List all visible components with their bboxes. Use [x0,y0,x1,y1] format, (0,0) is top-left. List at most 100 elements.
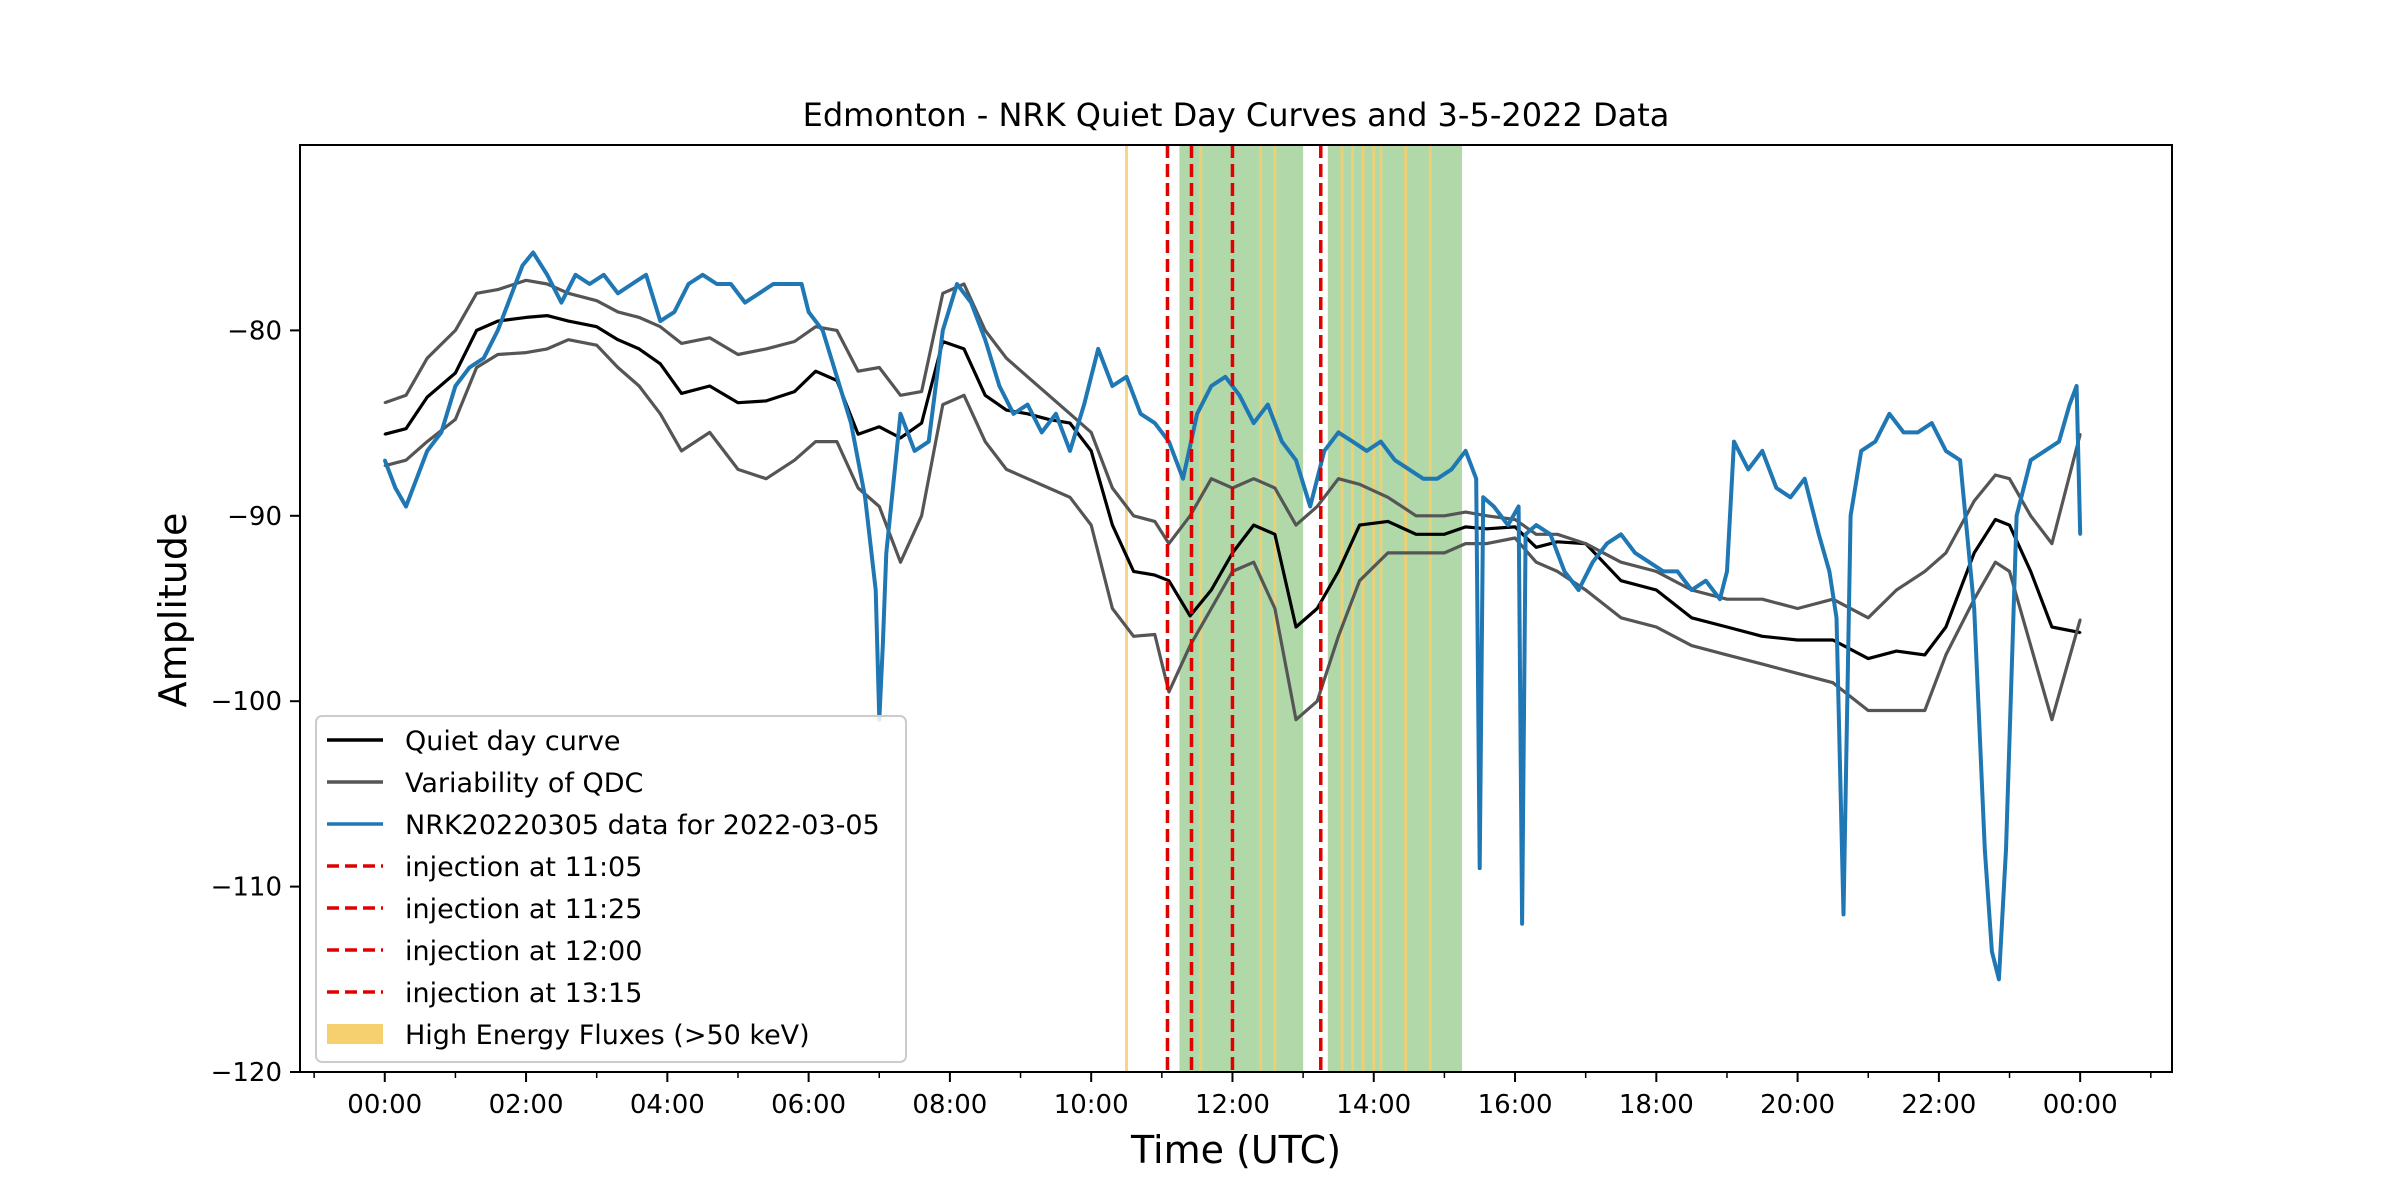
series-3-point-126 [1990,949,1994,954]
series-2-point-69 [2050,718,2054,721]
series-2-point-2 [426,440,429,443]
x-tick-label-12: 00:00 [2043,1090,2118,1120]
series-2-point-11 [637,384,641,388]
series-0-point-45 [1386,520,1390,523]
series-2-point-23 [920,514,923,517]
y-axis-label: Amplitude [151,513,195,708]
series-2-point-18 [814,440,817,443]
series-3-point-58 [1139,412,1143,416]
series-2-point-33 [1132,635,1135,638]
series-0-point-32 [1111,523,1114,527]
series-3-point-97 [1633,551,1637,555]
series-3-point-94 [1591,560,1595,564]
series-1-point-52 [1556,533,1559,536]
series-3-point-119 [1902,430,1906,434]
series-1-point-32 [1111,486,1114,490]
series-1-point-58 [1761,598,1764,601]
series-1-point-13 [680,342,683,345]
series-2-point-39 [1252,561,1255,564]
series-1-point-22 [899,394,902,397]
legend-swatch-7 [327,1024,383,1044]
x-axis-label: Time (UTC) [1130,1128,1341,1172]
series-3-point-99 [1661,569,1665,574]
series-0-point-35 [1167,579,1171,582]
series-3-point-62 [1195,412,1199,416]
series-2-point-44 [1358,579,1361,582]
series-0-point-12 [659,362,662,365]
series-1-point-11 [637,316,641,319]
legend-box [315,715,907,1063]
series-3-point-66 [1252,421,1256,425]
x-tick-label-3: 06:00 [771,1090,846,1120]
series-3-point-120 [1916,430,1920,434]
series-1-point-16 [765,347,768,351]
series-3-point-22 [672,310,677,314]
series-3-point-111 [1817,532,1821,536]
series-3-point-46 [969,301,973,305]
series-1-point-43 [1337,477,1340,480]
series-3-point-55 [1096,347,1100,351]
legend-label-4: injection at 11:25 [405,894,642,925]
series-0-point-40 [1273,533,1277,536]
series-1-point-34 [1153,520,1157,523]
series-0-point-17 [793,390,796,393]
series-1-point-21 [878,366,881,369]
series-0-point-39 [1252,523,1255,527]
series-3-point-70 [1308,504,1312,509]
series-3-point-39 [881,644,885,648]
series-3-point-103 [1718,597,1722,601]
series-3-point-11 [520,263,525,268]
series-0-point-14 [708,384,711,388]
series-3-point-125 [1983,847,1987,852]
series-0-point-67 [2008,523,2011,527]
series-0-point-46 [1414,533,1418,536]
series-2-point-51 [1535,561,1538,564]
series-3-point-47 [983,338,987,342]
y-tick-label-4: −120 [211,1058,282,1088]
series-0-point-61 [1867,657,1870,660]
series-1-point-28 [1026,375,1029,378]
series-3-point-29 [771,282,775,286]
series-2-point-52 [1556,570,1559,573]
series-0-point-28 [1026,412,1029,415]
series-3-point-133 [2068,403,2072,407]
series-3-point-122 [1944,449,1948,453]
series-1-point-15 [736,353,740,356]
y-tick-label-3: −110 [211,873,282,903]
series-2-point-31 [1090,523,1093,527]
series-2-point-56 [1690,644,1693,647]
series-3-point-117 [1873,440,1877,444]
series-2-point-8 [567,338,570,341]
series-2-point-21 [878,505,881,508]
series-3-point-14 [559,301,564,305]
series-1-point-48 [1464,510,1467,514]
series-2-point-26 [984,440,987,443]
series-3-point-72 [1336,430,1340,434]
series-0-point-25 [962,347,966,351]
series-3-point-109 [1788,495,1793,499]
series-3-point-35 [849,421,853,425]
series-3-point-104 [1725,569,1729,574]
series-3-point-16 [588,282,592,286]
series-1-point-26 [984,329,987,332]
series-0-point-64 [1944,625,1948,629]
series-3-point-41 [898,412,903,416]
series-2-point-34 [1153,633,1157,636]
series-3-point-73 [1351,440,1355,444]
series-2-point-60 [1831,681,1835,684]
series-3-point-88 [1520,922,1524,926]
series-3-point-23 [686,282,691,286]
series-2-point-40 [1273,607,1277,610]
series-1-point-54 [1619,561,1623,564]
series-2-point-37 [1210,607,1213,610]
series-2-point-59 [1796,672,1799,675]
series-2-point-4 [475,366,478,369]
series-3-point-13 [545,273,549,277]
series-3-point-127 [1997,977,2001,981]
x-tick-label-4: 08:00 [912,1090,987,1120]
series-3-point-5 [439,430,443,434]
series-0-point-68 [2029,570,2032,573]
series-3-point-131 [2043,449,2047,453]
series-3-point-34 [835,375,839,379]
series-3-point-87 [1517,504,1521,509]
